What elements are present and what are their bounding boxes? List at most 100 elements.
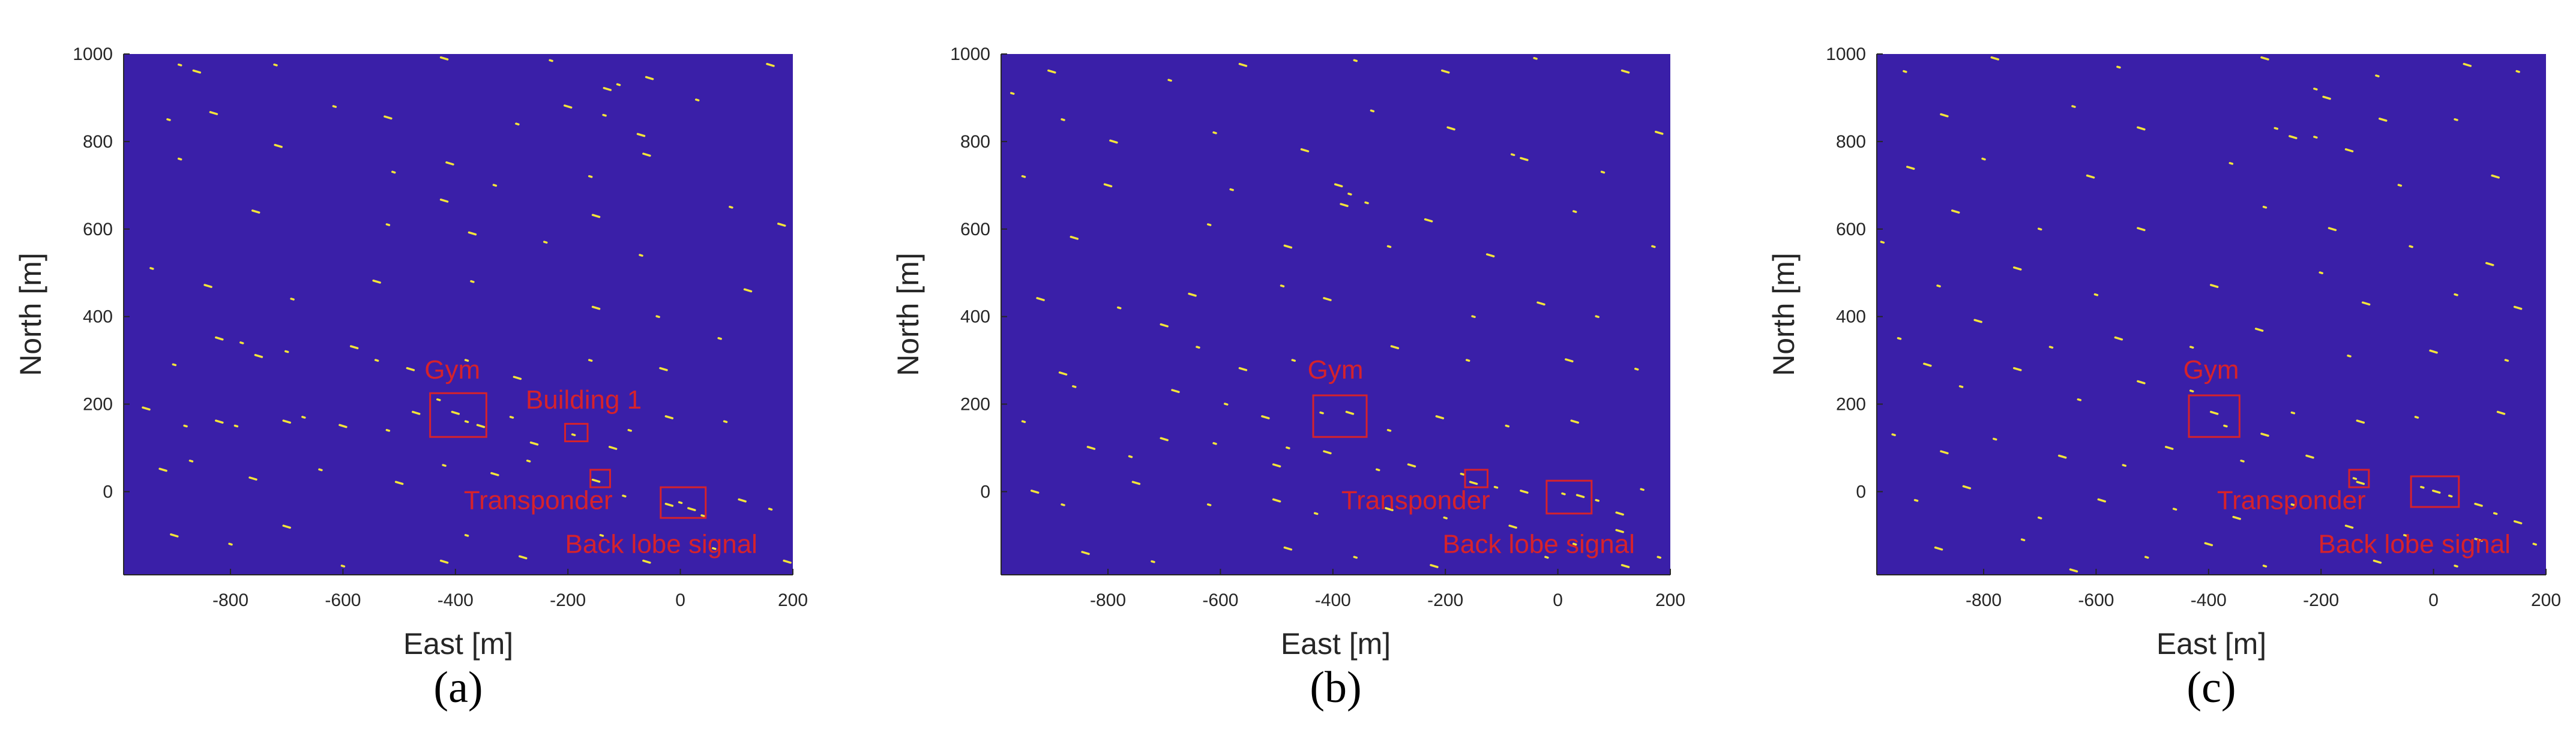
data-point — [1435, 415, 1445, 419]
data-point — [1010, 92, 1015, 95]
data-point — [1505, 424, 1510, 428]
data-point — [687, 507, 696, 511]
data-point — [678, 501, 683, 504]
data-point — [2069, 568, 2078, 573]
y-tick-label: 1000 — [73, 44, 113, 64]
data-point — [588, 175, 593, 178]
annotation-box — [2188, 394, 2240, 438]
data-point — [1565, 358, 1574, 362]
data-point — [2491, 174, 2500, 179]
data-point — [2228, 162, 2234, 165]
data-point — [1313, 512, 1319, 515]
data-point — [1036, 297, 1045, 301]
data-point — [1283, 546, 1293, 551]
data-point — [2137, 380, 2146, 385]
data-point — [464, 534, 469, 537]
data-point — [1572, 210, 1577, 213]
annotation-label: Back lobe signal — [1443, 530, 1635, 559]
data-point — [645, 76, 654, 80]
y-tick-label: 400 — [960, 307, 990, 327]
plot-area — [1877, 54, 2546, 575]
data-point — [1238, 62, 1248, 67]
annotation-label: Gym — [1308, 355, 1364, 385]
x-tick-label: -400 — [1315, 590, 1351, 610]
data-point — [1460, 472, 1465, 476]
data-point — [2414, 416, 2419, 419]
data-point — [1973, 319, 1982, 323]
data-point — [215, 336, 224, 341]
data-point — [1430, 564, 1439, 568]
data-point — [2328, 227, 2337, 232]
y-tick-label: 400 — [1836, 307, 1866, 327]
data-point — [1030, 490, 1040, 494]
data-point — [233, 424, 239, 428]
data-point — [1238, 367, 1248, 371]
y-tick-label: 1000 — [950, 44, 990, 64]
data-point — [1424, 218, 1433, 223]
data-point — [274, 143, 283, 148]
data-point — [2356, 481, 2365, 485]
data-point — [2361, 301, 2371, 306]
data-point — [2319, 271, 2323, 275]
annotation-box — [1312, 394, 1368, 438]
x-tick-label: -200 — [550, 590, 586, 610]
data-point — [470, 280, 475, 283]
data-point — [1188, 292, 1197, 297]
x-tick-label: 200 — [2531, 590, 2561, 610]
data-point — [1386, 245, 1392, 248]
data-point — [2513, 305, 2523, 310]
data-point — [2164, 446, 2174, 450]
data-point — [1471, 315, 1476, 318]
data-point — [1376, 468, 1380, 472]
data-point — [406, 367, 415, 371]
panel-label: (c) — [2186, 663, 2236, 712]
x-tick-label: -400 — [438, 590, 474, 610]
data-point — [1990, 56, 2000, 61]
data-point — [2352, 477, 2358, 480]
x-tick-label: 0 — [1553, 590, 1563, 610]
data-point — [1160, 437, 1169, 442]
data-point — [476, 424, 486, 428]
annotation-label: Back lobe signal — [2319, 530, 2511, 559]
data-point — [1386, 428, 1392, 432]
data-point — [318, 468, 323, 472]
y-tick-label: 0 — [1856, 482, 1866, 502]
data-point — [1903, 70, 1907, 73]
data-point — [464, 420, 469, 424]
data-point — [1370, 109, 1375, 113]
y-tick-label: 1000 — [1826, 44, 1866, 64]
data-point — [1940, 113, 1949, 118]
data-point — [588, 359, 593, 362]
y-tick-label: 800 — [960, 132, 990, 152]
plot-area — [1001, 54, 1670, 575]
data-point — [464, 359, 469, 362]
data-point — [549, 59, 553, 62]
data-point — [445, 161, 454, 166]
data-point — [1595, 315, 1599, 318]
data-point — [591, 214, 601, 218]
x-tick-label: -600 — [2078, 590, 2114, 610]
y-tick-label: 0 — [980, 482, 990, 502]
plot-area — [124, 54, 793, 575]
x-tick-label: 0 — [2428, 590, 2439, 610]
data-point — [636, 133, 646, 137]
annotation-box — [429, 392, 487, 438]
data-point — [170, 533, 179, 538]
data-point — [1364, 201, 1369, 205]
annotation-label: Transponder — [464, 486, 613, 515]
data-point — [602, 113, 607, 117]
data-point — [1615, 529, 1624, 533]
data-point — [439, 56, 449, 61]
data-point — [2474, 538, 2483, 542]
data-point — [1533, 56, 1538, 60]
annotation-box — [2410, 475, 2460, 508]
data-point — [2232, 515, 2241, 520]
data-point — [1272, 463, 1281, 468]
annotation-label: Gym — [2183, 355, 2239, 385]
data-point — [1103, 183, 1113, 188]
data-point — [1923, 362, 1932, 367]
data-point — [166, 118, 171, 121]
data-point — [2409, 245, 2413, 248]
data-point — [282, 524, 291, 529]
data-point — [1283, 244, 1293, 249]
